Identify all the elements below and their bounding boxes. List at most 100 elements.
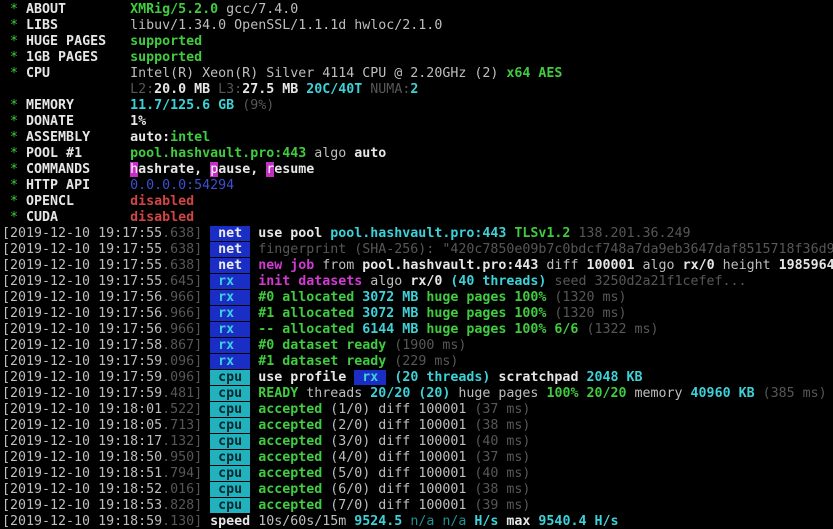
- text-segment: accepted: [258, 498, 323, 513]
- text-segment: 0.0.0.0:54294: [130, 178, 235, 193]
- hashrate-key: h: [130, 162, 139, 177]
- rx-badge: rx: [210, 290, 251, 305]
- text-segment: .522]: [162, 402, 211, 417]
- log-accepted-1: [2019-12-10 19:18:01.522] cpu accepted (…: [2, 402, 833, 418]
- text-segment: algo: [306, 146, 355, 161]
- header-1gb-pages: * 1GB PAGES supported: [2, 50, 833, 66]
- net-badge: net: [210, 258, 251, 273]
- log-use-pool: [2019-12-10 19:17:55.638] net use pool p…: [2, 226, 833, 242]
- header-cpu: * CPU Intel(R) Xeon(R) Silver 4114 CPU @…: [2, 66, 833, 82]
- text-segment: speed: [210, 514, 251, 529]
- text-segment: memory: [626, 386, 691, 401]
- text-segment: #1 dataset ready: [258, 354, 395, 369]
- text-segment: accepted: [258, 482, 323, 497]
- rx-badge: rx: [210, 354, 251, 369]
- text-segment: (229 ms): [394, 354, 459, 369]
- text-segment: [2019-12-10 19:18:01: [2, 402, 163, 417]
- text-segment: threads: [298, 386, 371, 401]
- text-segment: [2019-12-10 19:17:55: [2, 226, 163, 241]
- text-segment: .794]: [162, 466, 211, 481]
- header-cuda: * CUDA disabled: [2, 210, 833, 226]
- text-segment: POOL #1: [26, 146, 131, 161]
- text-segment: ause,: [218, 162, 267, 177]
- rx-badge: rx: [210, 306, 251, 321]
- text-segment: *: [2, 130, 27, 145]
- text-segment: CUDA: [26, 210, 131, 225]
- text-segment: (1/0) diff 100001: [322, 402, 475, 417]
- text-segment: .638]: [162, 242, 211, 257]
- text-segment: auto:: [130, 130, 171, 145]
- header-http-api: * HTTP API 0.0.0.0:54294: [2, 178, 833, 194]
- text-segment: -- allocated: [258, 322, 363, 337]
- text-segment: (38 ms): [474, 418, 531, 433]
- text-segment: .016]: [162, 482, 211, 497]
- text-segment: rx/0: [682, 258, 715, 273]
- text-segment: 9524.5: [354, 514, 411, 529]
- text-segment: *: [2, 98, 27, 113]
- text-segment: *: [2, 2, 27, 17]
- header-cpu-cache: L2:20.0 MB L3:27.5 MB 20C/40T NUMA:2: [2, 82, 833, 98]
- text-segment: init datasets: [258, 274, 363, 289]
- text-segment: #0 allocated: [258, 290, 363, 305]
- text-segment: (385 ms): [762, 386, 827, 401]
- rx-profile-badge: rx: [354, 370, 387, 385]
- text-segment: ashrate,: [138, 162, 211, 177]
- text-segment: 10s/60s/15m: [250, 514, 355, 529]
- log-dataset-0-alloc: [2019-12-10 19:17:56.966] rx #0 allocate…: [2, 290, 833, 306]
- rx-badge: rx: [210, 322, 251, 337]
- header-memory: * MEMORY 11.7/125.6 GB (9%): [2, 98, 833, 114]
- text-segment: .096]: [162, 354, 211, 369]
- text-segment: [250, 418, 258, 433]
- text-segment: use profile: [250, 370, 355, 385]
- text-segment: (2/0) diff 100001: [322, 418, 475, 433]
- text-segment: (37 ms): [474, 450, 531, 465]
- text-segment: supported: [130, 34, 203, 49]
- text-segment: 2: [410, 82, 419, 97]
- cpu-badge: cpu: [210, 498, 251, 513]
- text-segment: (6/0) diff 100001: [322, 482, 475, 497]
- text-segment: [2019-12-10 19:18:59: [2, 514, 163, 529]
- text-segment: *: [2, 194, 27, 209]
- log-cpu-ready: [2019-12-10 19:17:59.481] cpu READY thre…: [2, 386, 833, 402]
- cpu-badge: cpu: [210, 466, 251, 481]
- log-speed: [2019-12-10 19:18:59.130] speed 10s/60s/…: [2, 514, 833, 529]
- text-segment: *: [2, 178, 27, 193]
- text-segment: pool.hashvault.pro:443: [130, 146, 307, 161]
- text-segment: .966]: [162, 290, 211, 305]
- text-segment: pool.hashvault.pro:443: [330, 226, 515, 241]
- text-segment: max: [498, 514, 539, 529]
- net-badge: net: [210, 226, 251, 241]
- cpu-badge: cpu: [210, 370, 251, 385]
- text-segment: diff: [538, 258, 587, 273]
- text-segment: HTTP API: [26, 178, 131, 193]
- text-segment: (20 threads): [394, 370, 499, 385]
- cpu-badge: cpu: [210, 482, 251, 497]
- log-dataset-1-ready: [2019-12-10 19:17:59.096] rx #1 dataset …: [2, 354, 833, 370]
- text-segment: libuv/1.34.0 OpenSSL/1.1.1d hwloc/2.1.0: [130, 18, 443, 33]
- text-segment: 11.7/125.6 GB: [130, 98, 243, 113]
- text-segment: huge pages: [450, 386, 547, 401]
- text-segment: .132]: [162, 434, 211, 449]
- text-segment: MEMORY: [26, 98, 131, 113]
- text-segment: 100001: [586, 258, 635, 273]
- text-segment: [250, 290, 258, 305]
- log-accepted-4: [2019-12-10 19:18:50.950] cpu accepted (…: [2, 450, 833, 466]
- text-segment: (38 ms): [474, 482, 531, 497]
- log-new-job: [2019-12-10 19:17:55.638] net new job fr…: [2, 258, 833, 274]
- log-dataset-0-ready: [2019-12-10 19:17:58.867] rx #0 dataset …: [2, 338, 833, 354]
- pause-key: p: [210, 162, 219, 177]
- text-segment: .867]: [162, 338, 211, 353]
- text-segment: .950]: [162, 450, 211, 465]
- log-accepted-6: [2019-12-10 19:18:52.016] cpu accepted (…: [2, 482, 833, 498]
- text-segment: *: [2, 18, 27, 33]
- text-segment: [250, 402, 258, 417]
- text-segment: .966]: [162, 306, 211, 321]
- header-pool-1: * POOL #1 pool.hashvault.pro:443 algo au…: [2, 146, 833, 162]
- text-segment: DONATE: [26, 114, 131, 129]
- text-segment: (40 ms): [474, 434, 531, 449]
- header-libs: * LIBS libuv/1.34.0 OpenSSL/1.1.1d hwloc…: [2, 18, 833, 34]
- text-segment: supported: [130, 50, 203, 65]
- text-segment: x64 AES: [506, 66, 563, 81]
- text-segment: [2019-12-10 19:18:51: [2, 466, 163, 481]
